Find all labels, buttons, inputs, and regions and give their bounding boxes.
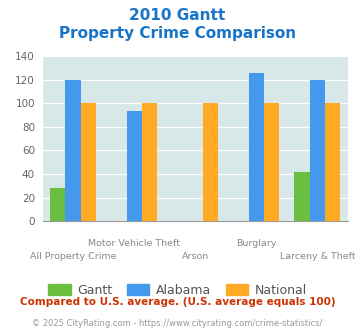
Text: Compared to U.S. average. (U.S. average equals 100): Compared to U.S. average. (U.S. average … — [20, 297, 335, 307]
Text: Property Crime Comparison: Property Crime Comparison — [59, 26, 296, 41]
Legend: Gantt, Alabama, National: Gantt, Alabama, National — [43, 279, 312, 302]
Text: © 2025 CityRating.com - https://www.cityrating.com/crime-statistics/: © 2025 CityRating.com - https://www.city… — [32, 319, 323, 328]
Text: Motor Vehicle Theft: Motor Vehicle Theft — [88, 239, 180, 248]
Text: Arson: Arson — [182, 252, 209, 261]
Bar — [142, 103, 157, 221]
Bar — [325, 103, 340, 221]
Bar — [310, 80, 325, 221]
Bar — [126, 112, 142, 221]
Bar — [294, 172, 310, 221]
Bar — [66, 80, 81, 221]
Text: Burglary: Burglary — [236, 239, 277, 248]
Text: All Property Crime: All Property Crime — [30, 252, 116, 261]
Bar — [50, 188, 66, 221]
Bar — [264, 103, 279, 221]
Text: 2010 Gantt: 2010 Gantt — [129, 8, 226, 23]
Text: Larceny & Theft: Larceny & Theft — [279, 252, 355, 261]
Bar — [248, 73, 264, 221]
Bar — [203, 103, 218, 221]
Bar — [81, 103, 96, 221]
